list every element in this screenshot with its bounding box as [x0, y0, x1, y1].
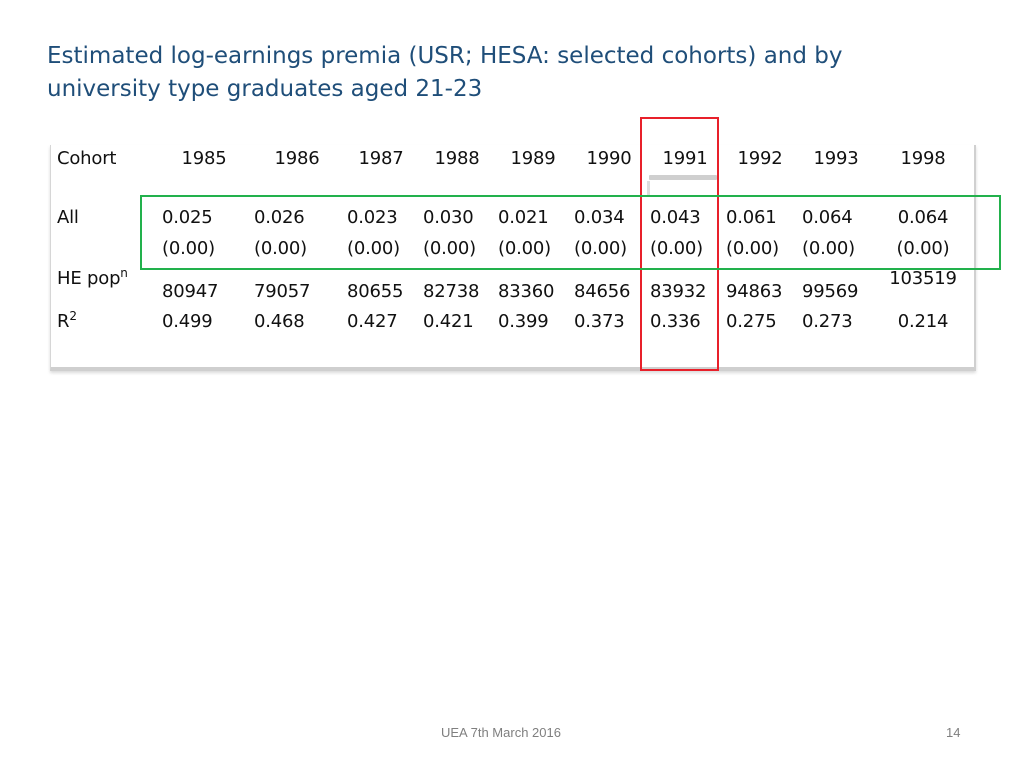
row-label-r-text: R	[57, 311, 70, 332]
standard-error-cell: (0.00)	[423, 238, 476, 259]
cohort-header: 1988	[434, 148, 480, 169]
estimate-cell: 0.034	[574, 207, 625, 228]
standard-error-cell: (0.00)	[347, 238, 400, 259]
cohort-header: 1992	[737, 148, 783, 169]
he-population-cell: 80655	[347, 281, 404, 302]
footer-page-number: 14	[946, 725, 961, 740]
r-squared-cell: 0.427	[347, 311, 398, 332]
estimate-cell: 0.025	[162, 207, 213, 228]
r-squared-cell: 0.499	[162, 311, 213, 332]
he-population-cell: 94863	[726, 281, 783, 302]
estimate-cell: 0.021	[498, 207, 549, 228]
estimate-cell: 0.064	[897, 207, 949, 228]
he-population-cell: 99569	[802, 281, 859, 302]
highlight-row-all	[140, 195, 1001, 270]
standard-error-cell: (0.00)	[802, 238, 855, 259]
slide-title: Estimated log-earnings premia (USR; HESA…	[47, 40, 947, 106]
standard-error-cell: (0.00)	[574, 238, 627, 259]
standard-error-cell: (0.00)	[726, 238, 779, 259]
he-population-cell: 79057	[254, 281, 311, 302]
r-squared-cell: 0.336	[650, 311, 701, 332]
r-squared-cell: 0.468	[254, 311, 305, 332]
row-label-he-pop-superscript: n	[120, 266, 128, 280]
estimate-cell: 0.023	[347, 207, 398, 228]
he-population-cell: 80947	[162, 281, 219, 302]
row-label-all: All	[57, 207, 79, 228]
estimate-cell: 0.061	[726, 207, 777, 228]
slide-title-line-1: Estimated log-earnings premia (USR; HESA…	[47, 43, 843, 69]
estimate-cell: 0.043	[650, 207, 701, 228]
r-squared-cell: 0.373	[574, 311, 625, 332]
cohort-header: 1991	[662, 148, 708, 169]
he-population-cell: 103519	[889, 268, 957, 289]
row-label-he-pop: HE popn	[57, 266, 128, 290]
r-squared-cell: 0.273	[802, 311, 853, 332]
he-population-cell: 83360	[498, 281, 555, 302]
row-label-he-pop-text: HE pop	[57, 268, 121, 289]
cohort-header: 1987	[358, 148, 404, 169]
standard-error-cell: (0.00)	[650, 238, 703, 259]
he-population-cell: 84656	[574, 281, 631, 302]
standard-error-cell: (0.00)	[896, 238, 950, 259]
estimate-cell: 0.026	[254, 207, 305, 228]
cohort-header: 1990	[586, 148, 632, 169]
he-population-cell: 83932	[650, 281, 707, 302]
column-artifact-tick	[647, 181, 650, 197]
cohort-header: 1985	[181, 148, 227, 169]
cohort-header: 1998	[900, 148, 946, 169]
standard-error-cell: (0.00)	[162, 238, 215, 259]
r-squared-cell: 0.275	[726, 311, 777, 332]
highlight-column-1991	[640, 117, 719, 371]
estimate-cell: 0.064	[802, 207, 853, 228]
he-population-cell: 82738	[423, 281, 480, 302]
footer-event: UEA 7th March 2016	[441, 725, 561, 740]
column-artifact-bar	[649, 175, 717, 180]
r-squared-cell: 0.214	[897, 311, 949, 332]
r-squared-cell: 0.399	[498, 311, 549, 332]
cohort-header: 1993	[813, 148, 859, 169]
slide-title-line-2: university type graduates aged 21-23	[47, 76, 483, 102]
estimate-cell: 0.030	[423, 207, 474, 228]
standard-error-cell: (0.00)	[254, 238, 307, 259]
standard-error-cell: (0.00)	[498, 238, 551, 259]
row-label-r-squared: R2	[57, 309, 77, 333]
results-table-panel	[50, 145, 976, 371]
row-label-cohort: Cohort	[57, 148, 117, 169]
cohort-header: 1986	[274, 148, 320, 169]
row-label-r-superscript: 2	[69, 309, 77, 323]
cohort-header: 1989	[510, 148, 556, 169]
r-squared-cell: 0.421	[423, 311, 474, 332]
